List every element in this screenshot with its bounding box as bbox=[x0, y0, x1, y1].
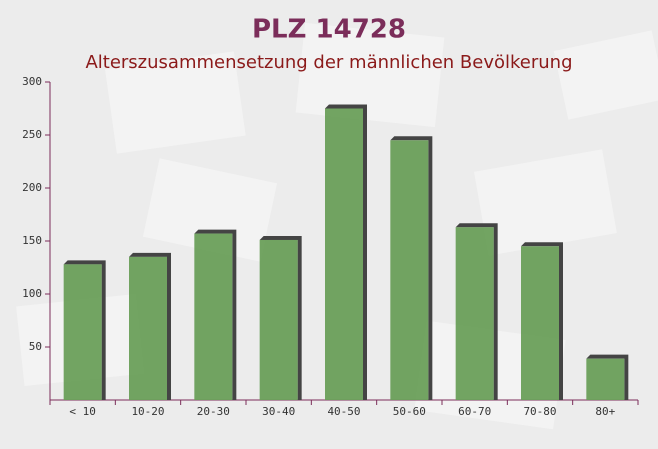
chart-title: PLZ 14728 bbox=[252, 15, 406, 45]
bar bbox=[390, 140, 429, 401]
background-decoration bbox=[16, 22, 658, 430]
y-tick-label: 150 bbox=[22, 234, 42, 247]
chart-subtitle: Alterszusammensetzung der männlichen Bev… bbox=[85, 52, 572, 73]
x-tick-label: 80+ bbox=[595, 405, 615, 418]
y-tick-label: 200 bbox=[22, 181, 42, 194]
bar bbox=[63, 264, 102, 400]
x-tick-label: 50-60 bbox=[393, 405, 426, 418]
bar bbox=[259, 239, 298, 400]
x-tick-label: 70-80 bbox=[523, 405, 556, 418]
y-tick-label: 100 bbox=[22, 287, 42, 300]
bar bbox=[455, 227, 494, 400]
bar bbox=[325, 108, 363, 400]
bar bbox=[586, 358, 625, 400]
bar bbox=[521, 246, 559, 400]
x-tick-label: 40-50 bbox=[327, 405, 360, 418]
x-tick-label: 10-20 bbox=[131, 405, 164, 418]
bar bbox=[194, 233, 233, 400]
y-tick-label: 50 bbox=[29, 340, 42, 353]
y-tick-label: 250 bbox=[22, 128, 42, 141]
x-tick-label: < 10 bbox=[69, 405, 96, 418]
x-tick-label: 30-40 bbox=[262, 405, 295, 418]
x-tick-label: 60-70 bbox=[458, 405, 491, 418]
x-tick-label: 20-30 bbox=[197, 405, 230, 418]
bar bbox=[129, 256, 167, 400]
y-tick-label: 300 bbox=[22, 75, 42, 88]
